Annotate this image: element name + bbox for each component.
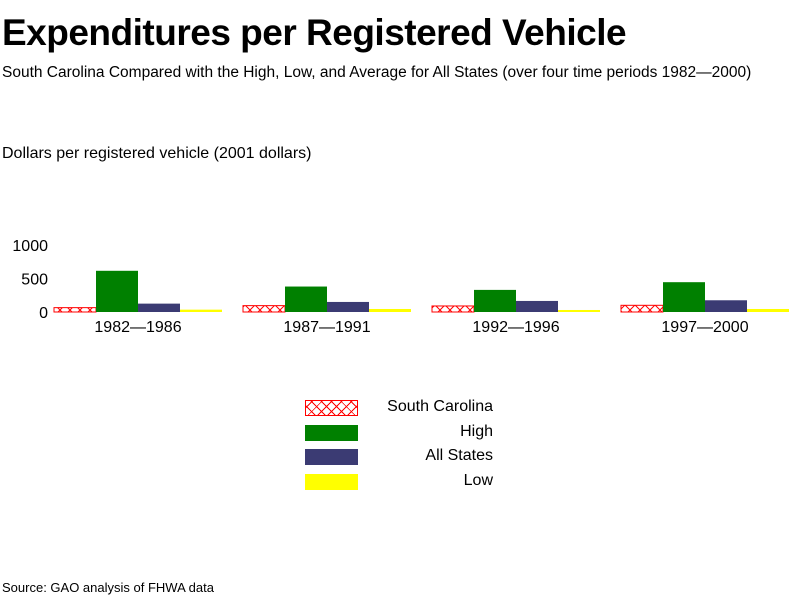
- y-tick-label: 0: [39, 305, 48, 322]
- y-axis-ticks: 0 500 1000: [12, 238, 48, 322]
- bar-south-carolina-4: [620, 304, 664, 313]
- legend-swatch-all-states: [305, 449, 358, 465]
- bar-all-states-3: [516, 300, 558, 312]
- bar-high-4: [663, 282, 705, 312]
- source-note: Source: GAO analysis of FHWA data: [2, 580, 214, 595]
- legend-item-low: Low: [305, 472, 505, 497]
- bar-all-states-2: [327, 301, 369, 312]
- y-tick-label: 1000: [12, 238, 48, 255]
- bar-low-1: [180, 309, 222, 312]
- bar-high-1: [96, 270, 138, 312]
- x-tick-label: 1987—1991: [283, 319, 370, 336]
- legend-item-all-states: All States: [305, 447, 505, 472]
- x-tick-label: 1992—1996: [472, 319, 559, 336]
- x-tick-label: 1997—2000: [661, 319, 748, 336]
- legend-label-low: Low: [463, 471, 493, 489]
- bar-high-2: [285, 286, 327, 312]
- legend-label-south-carolina: South Carolina: [387, 398, 493, 415]
- legend-item-south-carolina: South Carolina: [305, 398, 505, 423]
- x-tick-label: 1982—1986: [94, 319, 181, 336]
- legend-swatch-low: [305, 473, 358, 490]
- bar-south-carolina-1: [53, 307, 97, 313]
- y-tick-label: 500: [21, 272, 48, 289]
- bar-south-carolina-2: [242, 305, 286, 313]
- legend-label-all-states: All States: [425, 447, 493, 464]
- bar-all-states-1: [138, 303, 180, 312]
- bars-group: [53, 270, 789, 313]
- legend-label-high: High: [460, 422, 493, 440]
- bar-low-4: [747, 308, 789, 312]
- x-axis-ticks: 1982—1986 1987—1991 1992—1996 1997—2000: [94, 319, 748, 336]
- bar-south-carolina-3: [431, 305, 475, 313]
- legend-swatch-high: [305, 424, 358, 441]
- chart-subtitle: South Carolina Compared with the High, L…: [2, 64, 752, 81]
- y-axis-label: Dollars per registered vehicle (2001 dol…: [2, 145, 312, 162]
- legend-item-high: High: [305, 423, 505, 448]
- bar-low-2: [369, 308, 411, 312]
- chart-title: Expenditures per Registered Vehicle: [2, 12, 627, 53]
- legend: South Carolina High All States Low: [305, 398, 505, 496]
- bar-high-3: [474, 289, 516, 312]
- bar-low-3: [558, 309, 600, 312]
- legend-swatch-south-carolina: [305, 400, 358, 416]
- bar-all-states-4: [705, 300, 747, 312]
